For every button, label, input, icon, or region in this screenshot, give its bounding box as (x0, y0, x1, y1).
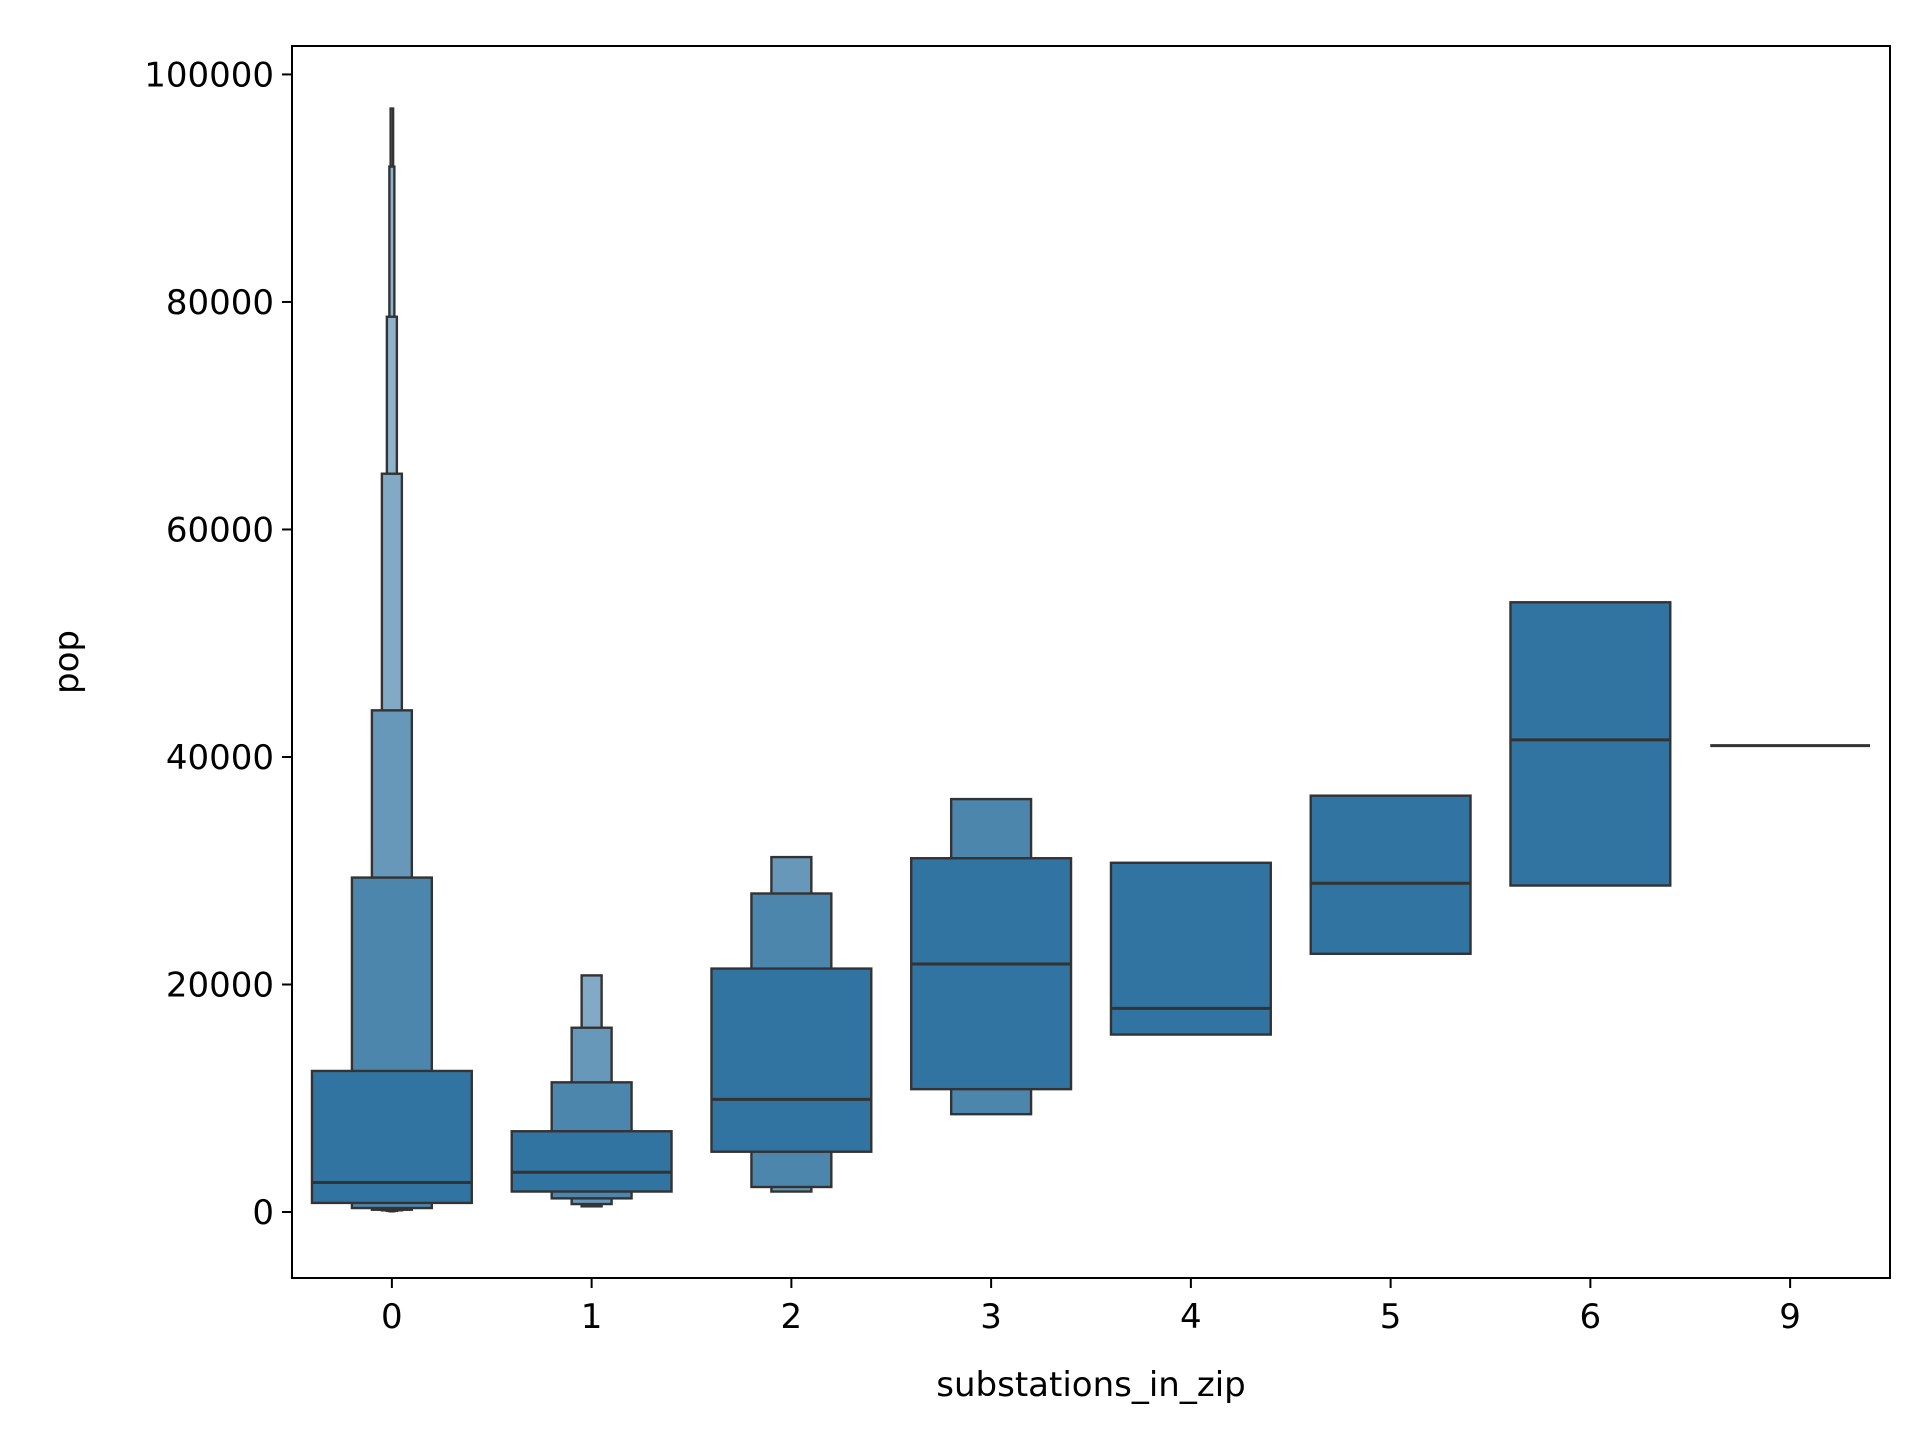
boxen-group-5 (1309, 794, 1472, 955)
x-tick-label: 5 (1380, 1297, 1402, 1337)
y-tick-label: 40000 (166, 738, 274, 778)
boxen-level-1-1 (510, 1130, 673, 1193)
boxes-layer (310, 107, 1871, 1213)
x-tick-label: 2 (781, 1297, 803, 1337)
boxen-group-3 (910, 797, 1073, 1116)
x-tick-label: 9 (1779, 1297, 1801, 1337)
x-tick-label: 4 (1180, 1297, 1202, 1337)
x-tick-label: 3 (980, 1297, 1002, 1337)
x-tick-label: 1 (581, 1297, 603, 1337)
boxen-level-0-1 (310, 1069, 473, 1205)
boxen-group-1 (510, 974, 673, 1208)
x-tick-label: 0 (381, 1297, 403, 1337)
x-tick-label: 6 (1580, 1297, 1602, 1337)
y-axis: 0 20000 40000 60000 80000 100000 (144, 55, 292, 1233)
boxen-level-4-1 (1109, 861, 1272, 1036)
x-axis-title: substations_in_zip (936, 1365, 1245, 1405)
boxen-level-5-1 (1309, 794, 1472, 955)
y-tick-label: 20000 (166, 966, 274, 1006)
boxen-group-2 (710, 855, 873, 1193)
y-axis-title: pop (47, 630, 87, 694)
y-tick-label: 80000 (166, 283, 274, 323)
boxen-group-0 (310, 107, 473, 1213)
y-tick-label: 0 (252, 1193, 274, 1233)
boxen-group-4 (1109, 861, 1272, 1036)
boxen-level-6-1 (1509, 601, 1672, 887)
y-tick-label: 100000 (144, 55, 274, 95)
boxen-level-3-1 (910, 857, 1073, 1091)
y-tick-label: 60000 (166, 510, 274, 550)
boxen-level-2-1 (710, 967, 873, 1153)
boxen-group-6 (1509, 601, 1672, 887)
plot-area-frame (291, 45, 1891, 1279)
x-axis: 0 1 2 3 4 5 6 9 (381, 1278, 1801, 1337)
